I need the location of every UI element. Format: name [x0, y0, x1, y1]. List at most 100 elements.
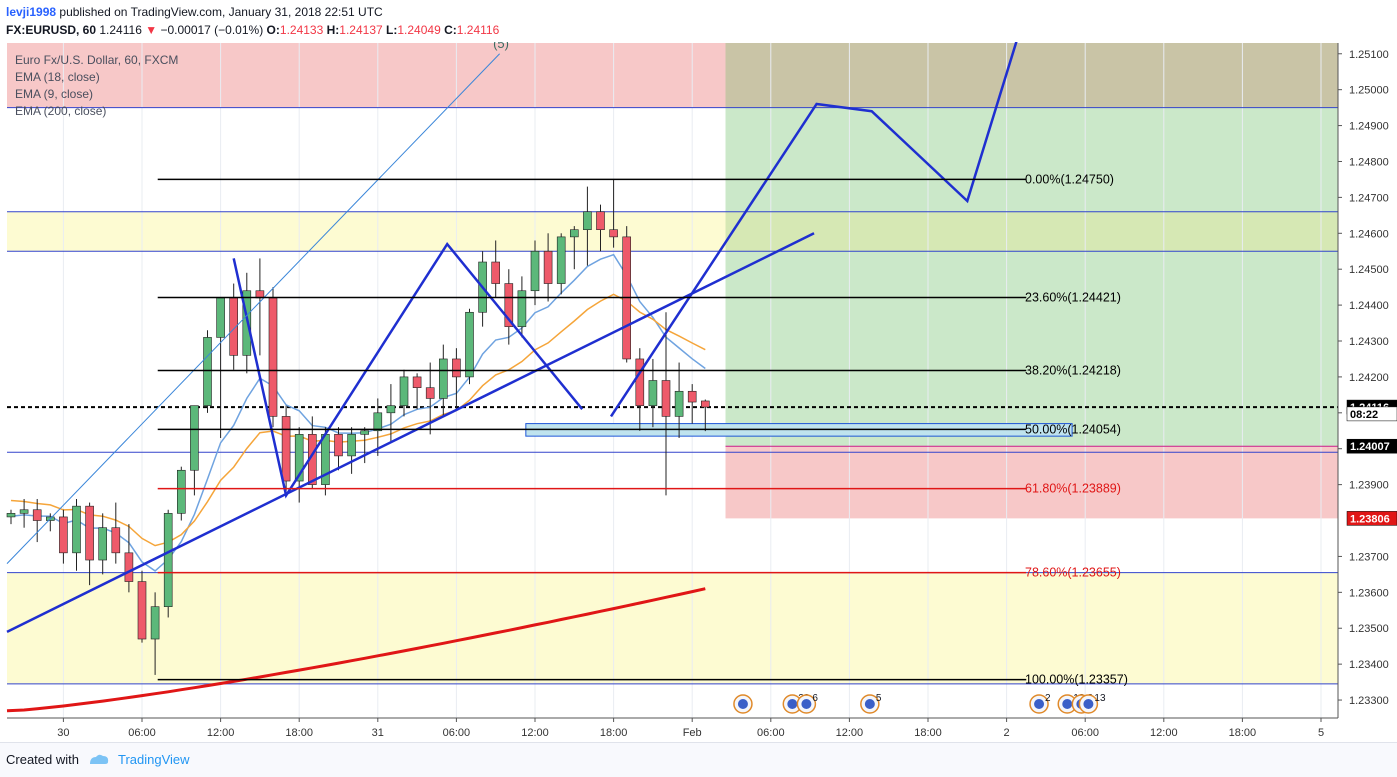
chart-header: levji1998 published on TradingView.com, … — [0, 0, 1397, 42]
price-badge — [1346, 511, 1397, 526]
time-tick-label: 18:00 — [1229, 727, 1257, 739]
time-tick-label: 12:00 — [521, 727, 549, 739]
candle-body — [360, 430, 370, 435]
high-value: 1.24137 — [339, 23, 383, 37]
ema-18-line — [10, 293, 706, 547]
economic-event-icon[interactable]: 6 — [796, 693, 818, 714]
legend-title[interactable]: Euro Fx/U.S. Dollar, 60, FXCM — [15, 53, 179, 67]
candle-body — [556, 236, 566, 284]
author-name[interactable]: levji1998 — [6, 5, 57, 19]
price-tick-label: 1.24700 — [1349, 192, 1389, 204]
time-tick-label: 12:00 — [836, 727, 864, 739]
candle-body — [124, 552, 134, 582]
candle-body — [596, 211, 605, 231]
candle-body — [530, 250, 540, 292]
overlap-zone-yellow — [725, 211, 1338, 252]
legend-ema9[interactable]: EMA (9, close) — [15, 87, 94, 101]
price-tick-label: 1.23400 — [1349, 659, 1389, 671]
price-tick-label: 1.23900 — [1349, 480, 1389, 492]
economic-event-icon[interactable]: 5 — [860, 693, 882, 714]
ema-9-line — [10, 253, 706, 572]
time-tick-label: 06:00 — [1071, 727, 1099, 739]
symbol[interactable]: FX:EURUSD, 60 — [6, 23, 97, 37]
candle-body — [373, 412, 383, 432]
candle-body — [412, 376, 422, 388]
tradingview-link[interactable]: TradingView — [118, 752, 190, 767]
candle-body — [648, 380, 658, 406]
candle-body — [137, 581, 147, 640]
price-badge — [1346, 406, 1397, 422]
tradingview-logo-icon[interactable] — [88, 753, 110, 766]
candle-body — [700, 400, 710, 408]
fib-label: 50.00%(1.24054) — [1025, 422, 1121, 436]
candle-body — [491, 261, 501, 284]
calendar-events-layer[interactable]: 2965212213 — [733, 693, 1106, 714]
candle-body — [59, 516, 68, 554]
economic-event-icon[interactable]: 13 — [1078, 693, 1106, 714]
price-badge — [1346, 438, 1397, 454]
legend-ema18[interactable]: EMA (18, close) — [15, 70, 100, 84]
low-value: 1.24049 — [397, 23, 441, 37]
down-arrow-icon: ▼ — [145, 23, 158, 37]
fib-label: 23.60%(1.24421) — [1025, 291, 1121, 305]
time-tick-label: 5 — [1318, 727, 1324, 739]
flag-icon — [864, 699, 875, 709]
economic-event-icon[interactable]: 2 — [1029, 693, 1051, 714]
symbol-line: FX:EURUSD, 60 1.24116 ▼ −0.00017 (−0.01%… — [6, 23, 499, 37]
price-badge-label: 1.24007 — [1350, 441, 1390, 453]
candle-body — [281, 416, 291, 482]
publish-line: levji1998 published on TradingView.com, … — [6, 5, 383, 19]
fib-label: 61.80%(1.23889) — [1025, 482, 1121, 496]
price-tick-label: 1.25000 — [1349, 85, 1389, 97]
fib-label: 78.60%(1.23655) — [1025, 566, 1121, 580]
open-value: 1.24133 — [279, 23, 324, 37]
candle-body — [399, 376, 409, 406]
candle-body — [674, 390, 684, 417]
legend-ema200[interactable]: EMA (200, close) — [15, 104, 107, 118]
candle-body — [72, 505, 81, 554]
price-tick-label: 1.23300 — [1349, 695, 1389, 707]
price-tick-label: 1.24800 — [1349, 156, 1389, 168]
red-zone-lower — [725, 446, 1338, 519]
time-tick-label: 2 — [1004, 727, 1010, 739]
grid-layer — [62, 43, 1322, 718]
created-with-text: Created with — [6, 752, 79, 767]
time-tick-label: 12:00 — [207, 727, 235, 739]
candle-body — [543, 250, 553, 284]
price-tick-label: 1.24600 — [1349, 228, 1389, 240]
flag-icon — [737, 699, 748, 709]
event-count: 6 — [812, 693, 818, 704]
candle-body — [111, 527, 121, 554]
price-chart[interactable]: (5) 0.00%(1.24750)23.60%(1.24421)38.20%(… — [0, 0, 1397, 742]
candle-body — [177, 469, 186, 514]
event-count: 5 — [876, 693, 882, 704]
candle-body — [386, 405, 396, 414]
time-tick-label: 18:00 — [285, 727, 313, 739]
candle-body — [150, 606, 160, 640]
publish-text: published on TradingView.com, January 31… — [59, 5, 383, 19]
price-badge-label: 1.23806 — [1350, 513, 1390, 525]
event-count: 13 — [1094, 693, 1106, 704]
flag-icon — [1062, 699, 1073, 709]
indicator-legend: Euro Fx/U.S. Dollar, 60, FXCM EMA (18, c… — [15, 52, 178, 120]
flag-icon — [1034, 699, 1045, 709]
yellow-zone-lower — [7, 572, 1338, 684]
candle-body — [190, 405, 199, 471]
candle-body — [609, 229, 618, 238]
price-tick-label: 1.24200 — [1349, 372, 1389, 384]
overlap-zone — [725, 43, 1338, 108]
candle-body — [294, 434, 304, 482]
price-tick-label: 1.24900 — [1349, 121, 1389, 133]
event-count: 2 — [1045, 693, 1051, 704]
close-value: 1.24116 — [456, 23, 500, 37]
candle-body — [569, 229, 579, 238]
price-tick-label: 1.23700 — [1349, 551, 1389, 563]
time-tick-label: 31 — [372, 727, 384, 739]
economic-event-icon[interactable] — [733, 694, 753, 714]
price-tick-label: 1.24300 — [1349, 336, 1389, 348]
low-label: L: — [386, 23, 398, 37]
candle-body — [452, 358, 461, 378]
open-label: O: — [266, 23, 280, 37]
time-tick-label: 06:00 — [757, 727, 785, 739]
candle-body — [334, 434, 343, 457]
